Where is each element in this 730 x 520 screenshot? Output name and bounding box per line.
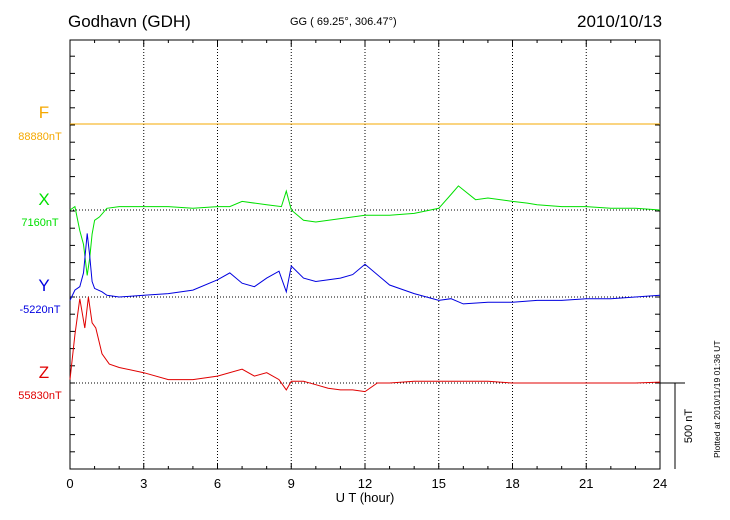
x-baseline-value: 7160nT — [21, 217, 59, 229]
z-baseline-value: 55830nT — [18, 390, 62, 402]
scale-bar: 500 nT — [660, 382, 695, 469]
x-tick-label: 21 — [579, 476, 593, 491]
plot-frame — [69, 39, 661, 470]
x-tick-label: 9 — [288, 476, 295, 491]
y-baseline-value: -5220nT — [20, 304, 61, 316]
f-baseline-value: 88880nT — [18, 131, 62, 143]
geographic-coordinates: GG ( 69.25°, 306.47°) — [290, 16, 397, 28]
y-component-label: Y — [38, 276, 49, 295]
scale-bar-label: 500 nT — [683, 409, 695, 444]
x-tick-label: 0 — [66, 476, 73, 491]
x-tick-label: 6 — [214, 476, 221, 491]
station-title: Godhavn (GDH) — [68, 12, 191, 31]
x-axis-label: U T (hour) — [336, 490, 395, 505]
x-component-label: X — [38, 190, 49, 209]
f-component-label: F — [39, 103, 49, 122]
x-tick-label: 15 — [432, 476, 446, 491]
y-trace — [69, 233, 661, 305]
z-component-label: Z — [39, 363, 49, 382]
x-tick-label: 3 — [140, 476, 147, 491]
x-trace — [69, 185, 661, 276]
plot-date: 2010/10/13 — [577, 12, 663, 31]
x-tick-label: 24 — [653, 476, 667, 491]
x-tick-label: 12 — [358, 476, 372, 491]
x-tick-label: 18 — [505, 476, 519, 491]
z-trace — [69, 296, 661, 393]
